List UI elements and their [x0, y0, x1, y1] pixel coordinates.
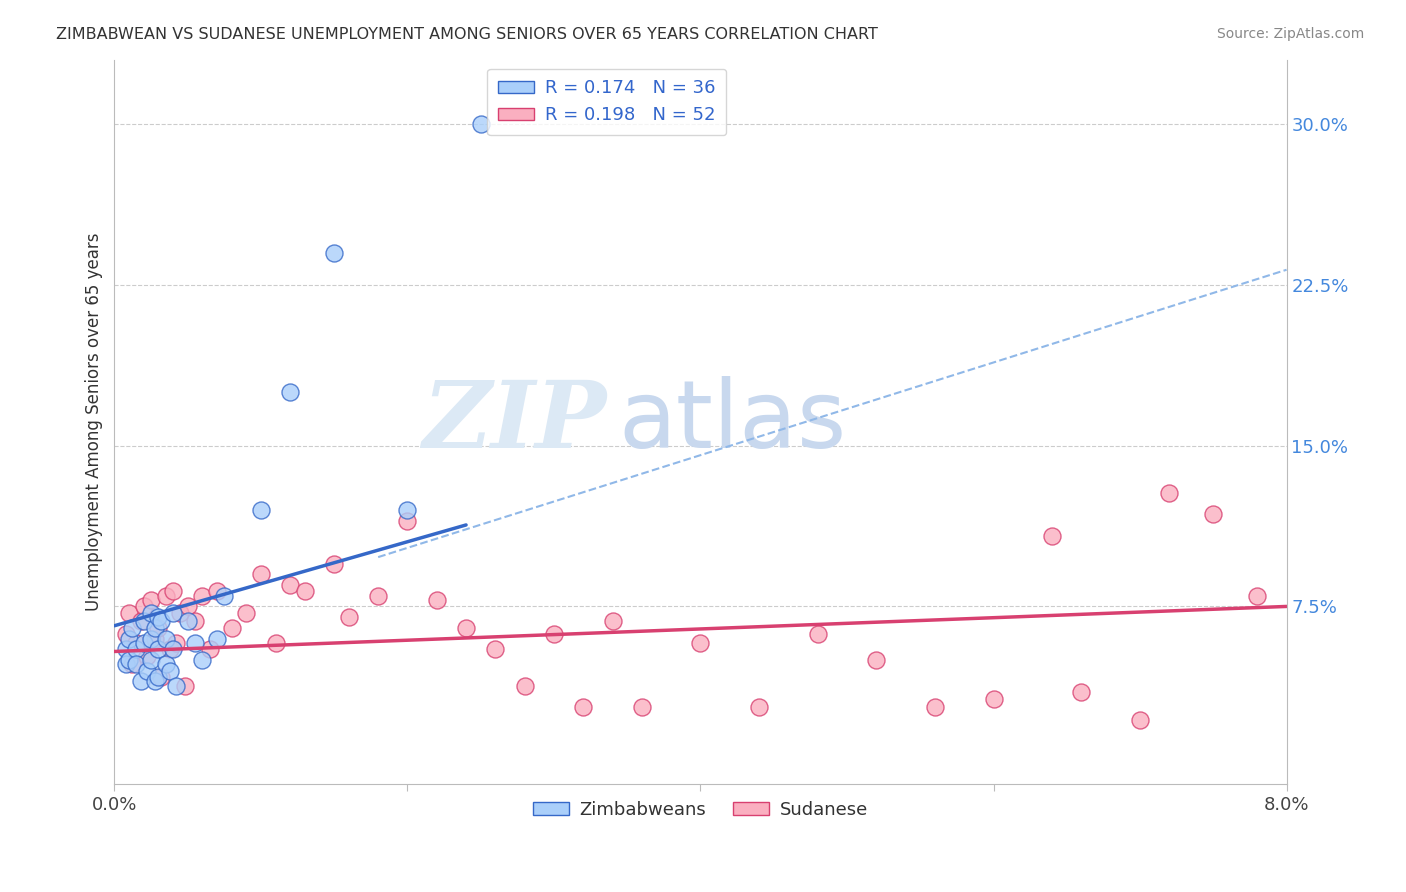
- Point: [125, 657, 148, 672]
- Point: [221, 621, 243, 635]
- Point: [132, 599, 155, 614]
- Point: [396, 514, 419, 528]
- Point: [165, 636, 187, 650]
- Point: [191, 653, 214, 667]
- Point: [198, 642, 221, 657]
- Point: [173, 679, 195, 693]
- Point: [294, 584, 316, 599]
- Point: [250, 503, 273, 517]
- Point: [631, 700, 654, 714]
- Point: [454, 621, 477, 635]
- Point: [235, 606, 257, 620]
- Y-axis label: Unemployment Among Seniors over 65 years: Unemployment Among Seniors over 65 years: [86, 233, 103, 611]
- Point: [118, 653, 141, 667]
- Point: [323, 245, 346, 260]
- Point: [470, 117, 492, 131]
- Point: [367, 589, 389, 603]
- Text: Source: ZipAtlas.com: Source: ZipAtlas.com: [1216, 27, 1364, 41]
- Point: [807, 627, 830, 641]
- Point: [396, 503, 419, 517]
- Point: [115, 627, 138, 641]
- Point: [115, 657, 138, 672]
- Legend: Zimbabweans, Sudanese: Zimbabweans, Sudanese: [526, 794, 876, 826]
- Point: [155, 632, 177, 646]
- Point: [139, 632, 162, 646]
- Point: [205, 632, 228, 646]
- Point: [214, 589, 236, 603]
- Point: [139, 653, 162, 667]
- Point: [264, 636, 287, 650]
- Point: [159, 642, 181, 657]
- Point: [1246, 589, 1268, 603]
- Text: ZIP: ZIP: [422, 377, 607, 467]
- Point: [118, 632, 141, 646]
- Point: [169, 606, 191, 620]
- Point: [148, 621, 170, 635]
- Point: [145, 621, 167, 635]
- Point: [145, 674, 167, 689]
- Point: [543, 627, 565, 641]
- Point: [148, 642, 170, 657]
- Point: [484, 642, 506, 657]
- Point: [162, 606, 184, 620]
- Point: [125, 636, 148, 650]
- Point: [689, 636, 711, 650]
- Point: [125, 642, 148, 657]
- Point: [924, 700, 946, 714]
- Point: [176, 615, 198, 629]
- Point: [150, 615, 173, 629]
- Point: [1202, 507, 1225, 521]
- Point: [513, 679, 536, 693]
- Point: [176, 599, 198, 614]
- Point: [572, 700, 595, 714]
- Point: [162, 584, 184, 599]
- Point: [132, 636, 155, 650]
- Point: [129, 674, 152, 689]
- Point: [139, 606, 162, 620]
- Point: [184, 615, 207, 629]
- Point: [1159, 485, 1181, 500]
- Point: [1129, 713, 1152, 727]
- Point: [602, 615, 624, 629]
- Point: [159, 664, 181, 678]
- Point: [162, 642, 184, 657]
- Point: [135, 648, 157, 663]
- Point: [337, 610, 360, 624]
- Point: [865, 653, 887, 667]
- Point: [1070, 685, 1092, 699]
- Point: [250, 567, 273, 582]
- Point: [278, 578, 301, 592]
- Point: [165, 679, 187, 693]
- Point: [155, 589, 177, 603]
- Point: [426, 593, 449, 607]
- Point: [983, 691, 1005, 706]
- Point: [118, 606, 141, 620]
- Point: [129, 615, 152, 629]
- Text: atlas: atlas: [619, 376, 846, 468]
- Point: [121, 621, 143, 635]
- Point: [205, 584, 228, 599]
- Point: [115, 642, 138, 657]
- Point: [148, 610, 170, 624]
- Point: [184, 636, 207, 650]
- Point: [132, 615, 155, 629]
- Point: [323, 557, 346, 571]
- Point: [135, 664, 157, 678]
- Text: ZIMBABWEAN VS SUDANESE UNEMPLOYMENT AMONG SENIORS OVER 65 YEARS CORRELATION CHAR: ZIMBABWEAN VS SUDANESE UNEMPLOYMENT AMON…: [56, 27, 879, 42]
- Point: [148, 670, 170, 684]
- Point: [191, 589, 214, 603]
- Point: [145, 632, 167, 646]
- Point: [155, 657, 177, 672]
- Point: [139, 593, 162, 607]
- Point: [150, 670, 173, 684]
- Point: [1040, 529, 1063, 543]
- Point: [121, 657, 143, 672]
- Point: [748, 700, 770, 714]
- Point: [278, 384, 301, 399]
